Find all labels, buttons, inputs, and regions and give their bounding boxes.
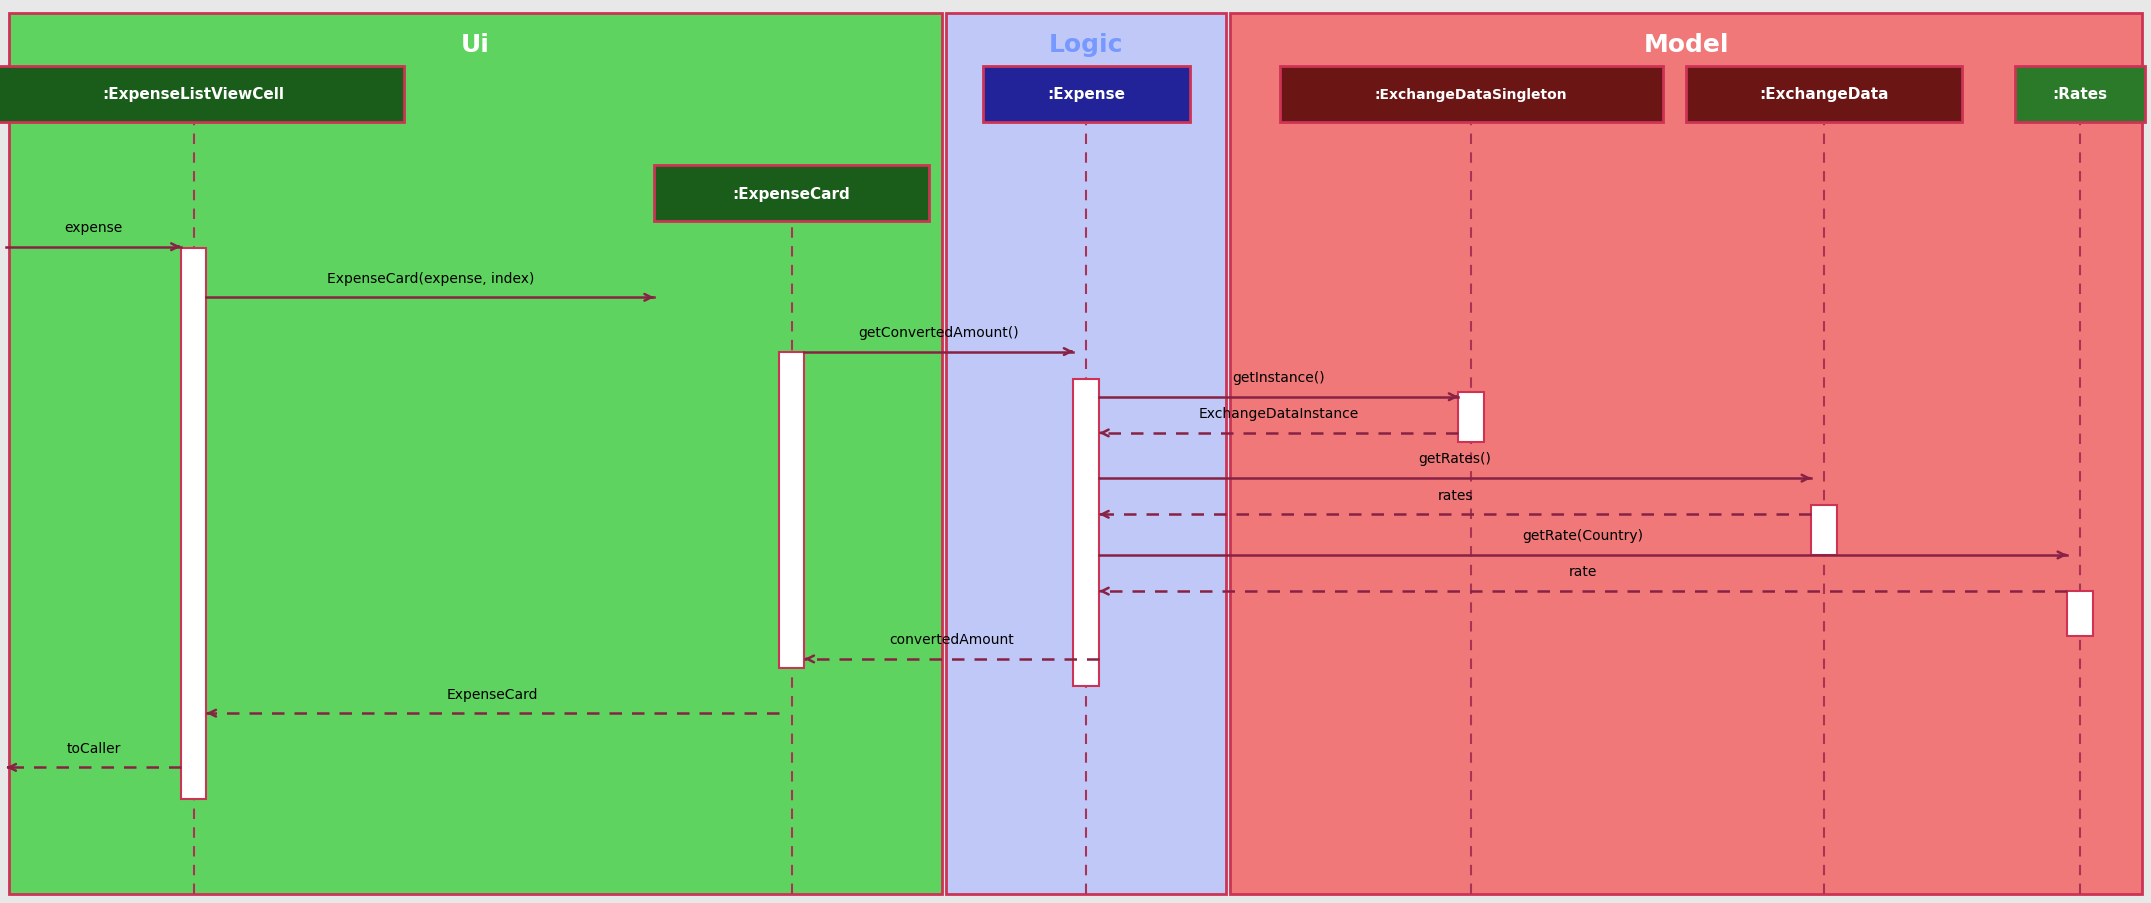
Text: rates: rates (1437, 489, 1473, 502)
Text: :ExchangeDataSingleton: :ExchangeDataSingleton (1374, 88, 1568, 102)
Text: getConvertedAmount(): getConvertedAmount() (858, 326, 1020, 340)
Bar (2067, 591, 2093, 637)
Text: Logic: Logic (1050, 33, 1123, 58)
Text: rate: rate (1568, 565, 1598, 579)
Text: Model: Model (1643, 33, 1729, 58)
Text: :Rates: :Rates (2052, 88, 2108, 102)
Bar (1073, 379, 1099, 686)
Bar (2015, 67, 2145, 123)
Bar (1686, 67, 1962, 123)
Text: ExpenseCard(expense, index): ExpenseCard(expense, index) (327, 272, 533, 285)
Text: convertedAmount: convertedAmount (891, 633, 1013, 647)
Bar (9, 14, 942, 894)
Text: ExchangeDataInstance: ExchangeDataInstance (1198, 407, 1359, 421)
Text: Ui: Ui (460, 33, 490, 58)
Bar (1458, 393, 1484, 442)
Bar (0, 67, 404, 123)
Bar (1811, 506, 1837, 555)
Bar (1280, 67, 1663, 123)
Text: getInstance(): getInstance() (1233, 371, 1325, 385)
Text: :Expense: :Expense (1048, 88, 1125, 102)
Text: :ExpenseCard: :ExpenseCard (733, 187, 850, 201)
Text: :ExpenseListViewCell: :ExpenseListViewCell (103, 88, 284, 102)
Bar (779, 352, 804, 668)
Text: :ExchangeData: :ExchangeData (1760, 88, 1889, 102)
Bar (946, 14, 1226, 894)
Text: getRate(Country): getRate(Country) (1523, 529, 1643, 543)
Text: ExpenseCard: ExpenseCard (447, 687, 538, 701)
Text: toCaller: toCaller (67, 741, 120, 755)
Bar (983, 67, 1190, 123)
Bar (1230, 14, 2142, 894)
Text: expense: expense (65, 221, 123, 235)
Bar (181, 248, 206, 799)
Text: getRates(): getRates() (1420, 452, 1491, 466)
Bar (654, 166, 929, 222)
